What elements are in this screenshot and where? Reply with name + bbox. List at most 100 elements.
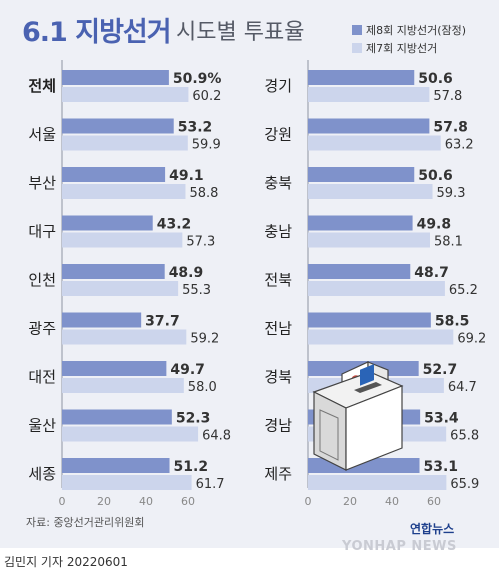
category-label: 부산: [28, 174, 56, 192]
value-label-old: 58.1: [434, 235, 463, 250]
value-label-old: 65.8: [450, 429, 479, 444]
value-label-new: 51.2: [174, 459, 209, 475]
bar-old: [308, 329, 454, 345]
value-label-old: 58.8: [189, 186, 218, 201]
value-label-new: 58.5: [435, 314, 470, 330]
value-label-old: 57.8: [433, 89, 462, 104]
category-label: 인천: [28, 271, 56, 289]
value-label-new: 53.4: [424, 411, 459, 427]
bar-new: [62, 70, 169, 85]
category-label: 경남: [264, 417, 292, 435]
tick-label: 0: [305, 495, 312, 508]
category-label: 울산: [28, 417, 56, 435]
value-label-new: 43.2: [157, 217, 192, 233]
value-label-new: 50.6: [418, 71, 453, 87]
brand-wordmark: YONHAP NEWS: [342, 539, 457, 554]
source-note: 자료: 중앙선거관리위원회: [26, 516, 145, 529]
category-label: 충남: [264, 223, 292, 241]
legend-label-new: 제8회 지방선거(잠정): [366, 24, 467, 37]
value-label-new: 37.7: [145, 314, 180, 330]
bar-new: [308, 264, 411, 279]
tick-label: 20: [343, 495, 357, 508]
category-label: 제주: [264, 465, 292, 483]
bar-new: [62, 458, 170, 473]
category-label: 충북: [264, 174, 292, 192]
value-label-new: 50.6: [418, 168, 453, 184]
bar-old: [308, 232, 431, 248]
byline: 김민지 기자 20220601: [4, 555, 128, 569]
bar-new: [308, 118, 430, 134]
legend-swatch-new: [352, 25, 362, 35]
value-label-new: 49.7: [170, 362, 205, 378]
tick-label: 20: [97, 495, 111, 508]
footer-strip: [0, 548, 499, 576]
chart-panel-left: 50.9% 60.2 전체 53.2 59.9 서울 49.1 58.8 부산 43.2 57.3 대…: [28, 60, 231, 508]
value-label-new: 57.8: [433, 120, 468, 136]
bar-old: [62, 232, 183, 248]
tick-label: 60: [427, 495, 441, 508]
tick-label: 40: [385, 495, 399, 508]
category-label: 강원: [264, 126, 292, 144]
bar-new: [62, 361, 167, 376]
bar-new: [308, 70, 415, 85]
bar-chart: 50.9% 60.2 전체 53.2 59.9 서울 49.1 58.8 부산 43.2 57.3 대…: [28, 60, 486, 508]
value-label-old: 55.3: [182, 283, 211, 298]
ballot-box-icon: [312, 361, 404, 471]
bar-new: [62, 264, 165, 279]
category-label: 전남: [264, 320, 292, 338]
bar-old: [308, 87, 430, 102]
bar-new: [62, 167, 166, 182]
bar-old: [62, 135, 188, 151]
bar-new: [62, 312, 142, 328]
bar-old: [62, 329, 187, 345]
bar-old: [62, 378, 184, 393]
bar-old: [62, 281, 179, 296]
category-label: 경북: [264, 368, 292, 386]
tick-label: 60: [181, 495, 195, 508]
brand-logo: 연합뉴스: [410, 522, 455, 536]
value-label-new: 52.3: [176, 411, 211, 427]
legend-label-old: 제7회 지방선거: [366, 42, 438, 55]
bar-old: [308, 184, 433, 199]
value-label-old: 57.3: [186, 235, 215, 250]
bar-new: [62, 409, 172, 425]
bar-new: [308, 312, 431, 328]
value-label-new: 50.9%: [173, 71, 222, 87]
category-label: 대전: [28, 368, 56, 386]
value-label-old: 59.2: [190, 332, 219, 347]
bar-new: [62, 215, 153, 231]
category-label: 경기: [264, 77, 292, 95]
bar-old: [308, 281, 445, 296]
category-label: 서울: [28, 126, 56, 144]
value-label-old: 69.2: [457, 332, 486, 347]
value-label-new: 48.7: [414, 265, 449, 281]
category-label: 전체: [28, 77, 56, 95]
value-label-old: 64.8: [202, 429, 231, 444]
category-label: 광주: [28, 320, 56, 338]
value-label-old: 65.9: [450, 477, 479, 492]
value-label-new: 53.2: [178, 120, 213, 136]
value-label-old: 64.7: [448, 380, 477, 395]
value-label-new: 52.7: [423, 362, 458, 378]
bar-new: [62, 118, 174, 134]
value-label-old: 61.7: [196, 477, 225, 492]
value-label-new: 53.1: [424, 459, 459, 475]
value-label-old: 60.2: [192, 89, 221, 104]
bar-new: [308, 215, 413, 231]
value-label-old: 65.2: [449, 283, 478, 298]
bar-old: [62, 184, 186, 199]
legend-item-new: 제8회 지방선거(잠정): [352, 22, 466, 38]
bar-old: [62, 475, 192, 490]
value-label-new: 49.1: [169, 168, 204, 184]
category-label: 세종: [28, 465, 56, 483]
value-label-old: 58.0: [188, 380, 217, 395]
bar-old: [62, 87, 189, 102]
value-label-new: 48.9: [169, 265, 204, 281]
category-label: 대구: [28, 223, 56, 241]
value-label-new: 49.8: [417, 217, 452, 233]
tick-label: 40: [139, 495, 153, 508]
legend-swatch-old: [352, 43, 362, 53]
chart-title: 6.1 지방선거: [22, 17, 172, 48]
bar-old: [62, 426, 199, 442]
